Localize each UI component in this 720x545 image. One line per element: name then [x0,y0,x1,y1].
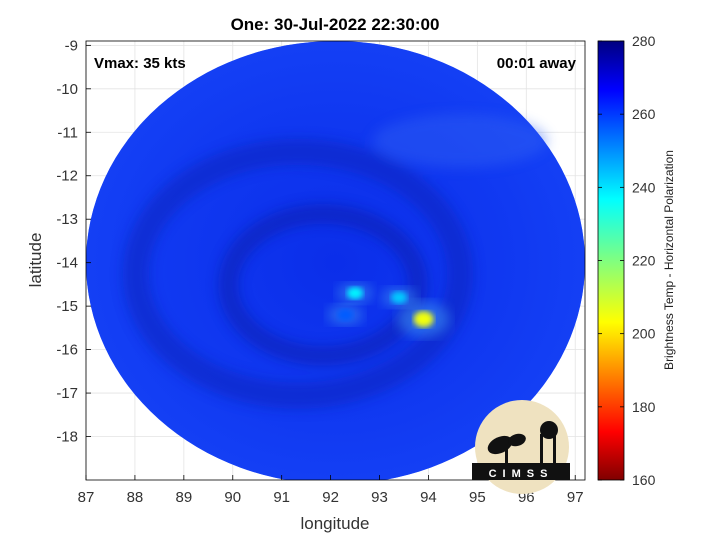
feature-core [391,291,408,304]
y-tick-label: -16 [56,342,78,359]
colorbar-tick-label: 160 [632,472,656,488]
x-tick-label: 87 [78,489,95,506]
x-axis-label: longitude [300,514,369,533]
x-tick-label: 95 [469,489,486,506]
y-tick-label: -10 [56,81,78,98]
swath-layer [86,41,585,480]
swath-bands [122,114,548,409]
x-tick-label: 90 [224,489,241,506]
plot-frame [85,40,586,481]
colorbar-tick-label: 220 [632,253,656,269]
feature-core [413,311,434,328]
y-tick-label: -17 [56,385,78,402]
y-axis: -9 -10 -11 -12 -13 -14 -15 -16 -17 -18 [56,37,91,446]
chart-title: One: 30-Jul-2022 22:30:00 [231,15,440,34]
x-tick-label: 93 [371,489,388,506]
colorbar-tick-label: 280 [632,33,656,49]
colorbar-label: Brightness Temp - Horizontal Polarizatio… [662,150,676,370]
spiral-band-inner [218,203,428,366]
colorbar-tick-label: 200 [632,326,656,342]
y-tick-label: -14 [56,255,78,272]
cimss-logo: CIMSS [472,400,570,494]
feature-core [347,287,364,300]
x-axis: 87 88 89 90 91 92 93 94 95 96 97 [78,475,584,506]
x-tick-label: 97 [567,489,584,506]
feature-layer [327,283,450,338]
y-tick-label: -13 [56,211,78,228]
x-tick-label: 89 [175,489,192,506]
colorbar-tick-label: 180 [632,399,656,415]
colorbar-tick-label: 240 [632,179,656,195]
y-tick-label: -11 [57,124,78,141]
time-away-annotation: 00:01 away [497,55,577,72]
y-tick-label: -12 [56,168,78,185]
colorbar-ticks: 280 260 240 220 200 180 160 [598,33,656,488]
logo-text: CIMSS [489,468,554,480]
spiral-band-outer [122,138,474,409]
y-tick-label: -18 [56,429,78,446]
x-tick-label: 91 [273,489,290,506]
feature-core [337,308,354,321]
y-tick-label: -9 [65,37,78,54]
colorbar-tick-label: 260 [632,106,656,122]
y-tick-label: -15 [56,298,78,315]
bright-band-ne [372,114,548,168]
x-tick-label: 94 [420,489,437,506]
x-tick-label: 92 [322,489,339,506]
x-tick-label: 88 [127,489,144,506]
y-axis-label: latitude [26,233,45,288]
vmax-annotation: Vmax: 35 kts [94,55,186,72]
